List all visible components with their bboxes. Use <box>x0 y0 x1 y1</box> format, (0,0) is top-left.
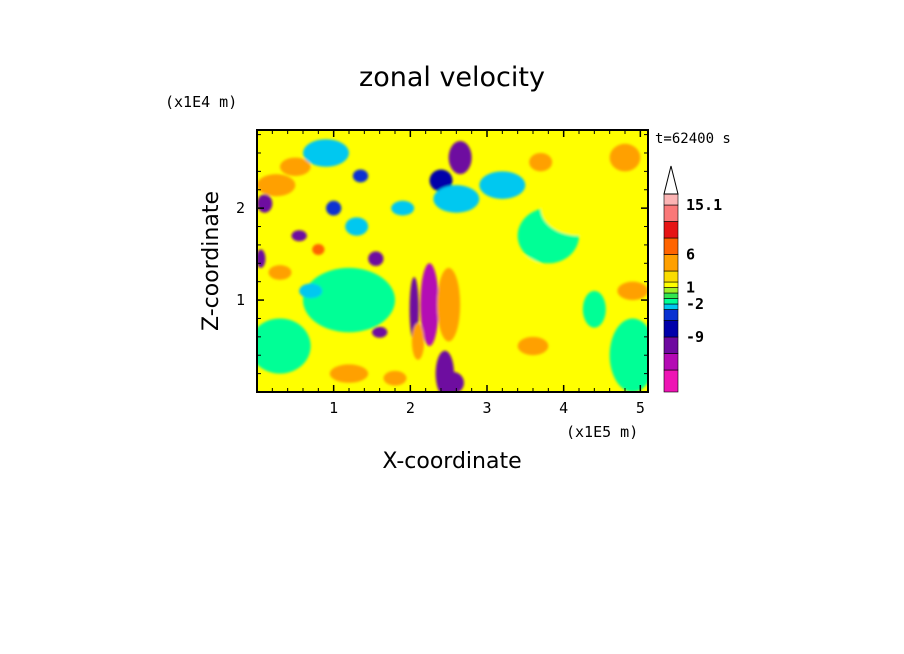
field-blob <box>268 265 292 280</box>
colorbar-swatch <box>663 281 679 288</box>
x-tick-label: 3 <box>482 399 491 417</box>
field-blob <box>329 364 369 383</box>
field-blob <box>582 290 606 328</box>
field-blob <box>479 171 526 199</box>
colorbar-swatch <box>663 287 679 294</box>
colorbar-swatch <box>663 369 679 393</box>
colorbar-label: 15.1 <box>686 196 722 214</box>
field-blob <box>326 200 342 216</box>
y-axis-title: Z-coordinate <box>199 191 224 331</box>
field-blob <box>368 251 384 267</box>
field-blob <box>529 152 553 172</box>
field-background <box>257 130 648 392</box>
field-blob <box>471 254 549 310</box>
field-blob <box>257 318 311 374</box>
colorbar-swatch <box>663 309 679 321</box>
colorbar-swatch <box>663 298 679 305</box>
contour-field <box>257 130 648 392</box>
field-blob <box>257 194 273 213</box>
field-blob <box>391 200 415 216</box>
x-axis-title: X-coordinate <box>382 449 521 474</box>
field-blob <box>429 169 453 192</box>
x-axis: 1 2 3 4 5 <box>271 130 645 417</box>
y-tick-label: 2 <box>236 199 245 217</box>
chart-title: zonal velocity <box>359 62 545 93</box>
field-blob <box>420 263 439 347</box>
colorbar-arrow <box>663 165 679 195</box>
field-blob <box>257 174 296 197</box>
colorbar: 15.1 6 1-2 -9 <box>663 165 722 393</box>
field-blob <box>372 326 388 338</box>
x-unit-label: (x1E5 m) <box>566 423 638 441</box>
field-blob <box>345 217 369 236</box>
colorbar-swatch <box>663 292 679 299</box>
colorbar-swatch <box>663 270 679 283</box>
field-blob <box>303 267 395 333</box>
field-blob <box>609 143 641 172</box>
colorbar-label: -2 <box>686 295 704 313</box>
field-blobs <box>257 139 648 392</box>
x-tick-label: 4 <box>559 399 568 417</box>
field-blob <box>441 371 464 392</box>
colorbar-swatch <box>663 353 679 371</box>
plot-frame <box>256 129 649 393</box>
x-tick-label: 5 <box>636 399 645 417</box>
colorbar-swatch <box>663 303 679 310</box>
field-blob <box>517 336 549 356</box>
colorbar-swatch <box>663 320 679 338</box>
field-blob <box>411 323 425 360</box>
field-blob <box>540 180 618 236</box>
field-blob <box>291 230 307 242</box>
y-axis: 12 <box>236 134 648 375</box>
colorbar-label: -9 <box>686 328 704 346</box>
field-blob <box>312 243 325 256</box>
x-tick-label: 2 <box>406 399 415 417</box>
colorbar-swatch <box>663 237 679 255</box>
colorbar-swatch <box>663 336 679 354</box>
field-blob <box>280 157 311 176</box>
field-blob <box>352 169 369 183</box>
field-blob <box>437 267 461 342</box>
colorbar-swatch <box>663 193 679 206</box>
colorbar-swatch <box>663 254 679 272</box>
time-label: t=62400 s <box>655 131 731 147</box>
field-blob <box>433 185 480 213</box>
x-tick-label: 1 <box>329 399 338 417</box>
y-unit-label: (x1E4 m) <box>165 93 237 111</box>
field-blob <box>609 318 648 392</box>
field-blob <box>303 139 349 167</box>
colorbar-swatch <box>663 221 679 239</box>
field-blob <box>448 141 472 175</box>
colorbar-label: 6 <box>686 246 695 264</box>
field-blob <box>299 283 323 299</box>
field-blob <box>383 370 407 386</box>
colorbar-label: 1 <box>686 279 695 297</box>
field-blob <box>617 281 648 301</box>
y-tick-label: 1 <box>236 291 245 309</box>
colorbar-swatch <box>663 204 679 222</box>
